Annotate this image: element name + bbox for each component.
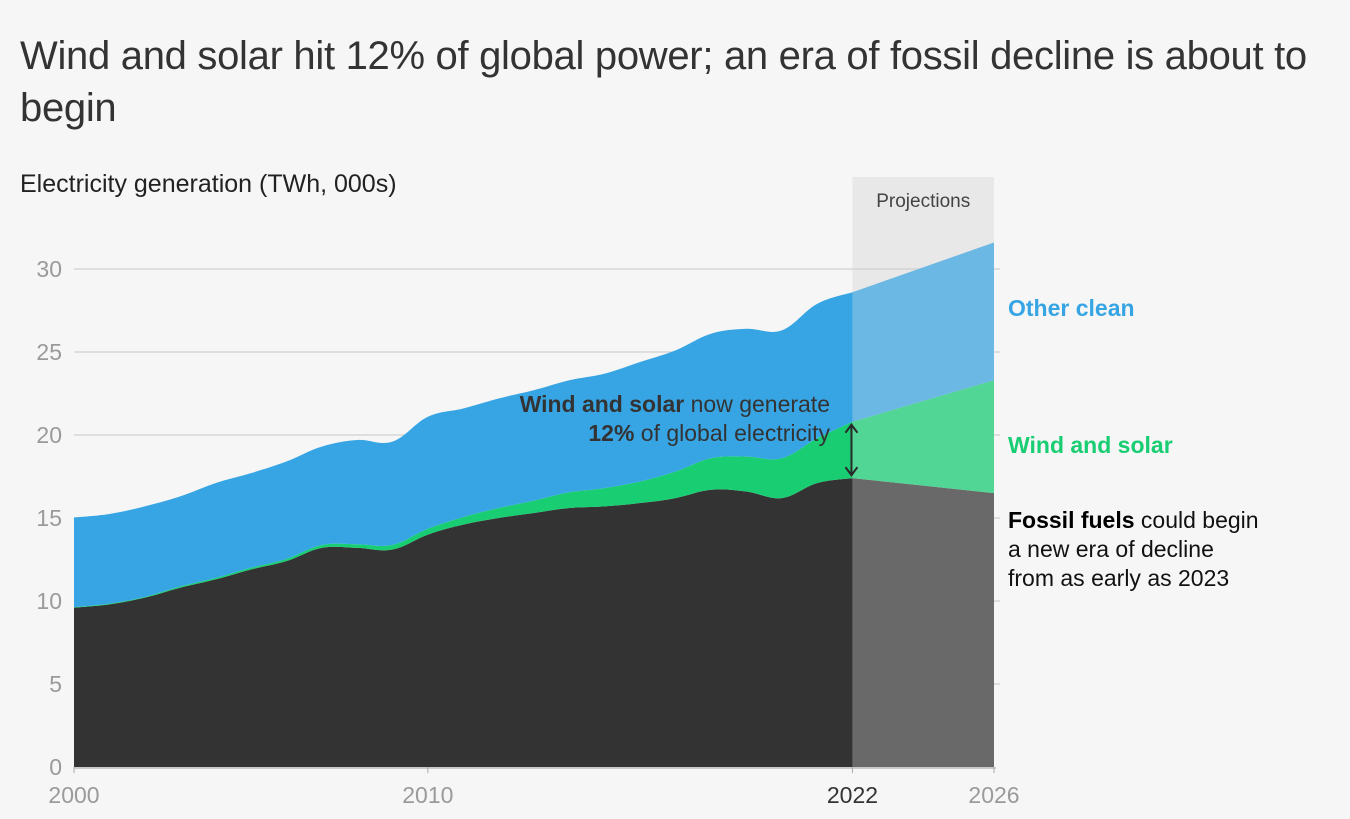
- y-tick-label: 20: [36, 422, 62, 448]
- y-tick-label: 10: [36, 588, 62, 614]
- wind-solar-share-annotation: Wind and solar now generate 12% of globa…: [520, 390, 830, 448]
- x-tick-label: 2000: [48, 782, 99, 808]
- y-tick-label: 5: [49, 671, 62, 697]
- projection-wind-and-solar: [852, 380, 994, 494]
- y-axis: 0 5 10 15 20 25 30: [36, 256, 62, 780]
- fossil-fuels-note: Fossil fuels could begin a new era of de…: [1008, 506, 1259, 593]
- area-other-clean: [74, 292, 853, 608]
- legend-fossil-fuels: Fossil fuels: [1008, 507, 1135, 533]
- area-fossil-fuels: [74, 478, 853, 767]
- x-tick-label: 2022: [827, 782, 878, 808]
- x-axis: 2000 2010 2022 2026: [48, 767, 1020, 808]
- annotation-text: of global electricity: [634, 420, 830, 446]
- x-tick-label: 2010: [402, 782, 453, 808]
- y-tick-label: 30: [36, 256, 62, 282]
- arrow-head-up: [844, 423, 859, 434]
- y-axis-label: Electricity generation (TWh, 000s): [20, 170, 397, 198]
- legend-other-clean: Other clean: [1008, 295, 1135, 321]
- arrow-head-down: [844, 466, 859, 477]
- y-tick-label: 15: [36, 505, 62, 531]
- y-tick-label: 25: [36, 339, 62, 365]
- annotation-bold-percent: 12%: [588, 420, 635, 446]
- series-areas: [74, 242, 994, 767]
- legend-wind-solar: Wind and solar: [1008, 432, 1173, 458]
- fossil-note-text: from as early as 2023: [1008, 565, 1230, 591]
- share-arrow: [844, 423, 859, 477]
- chart-title: Wind and solar hit 12% of global power; …: [20, 34, 1307, 130]
- annotation-bold-wind-solar: Wind and solar: [519, 391, 685, 417]
- fossil-note-text: could begin: [1134, 507, 1259, 533]
- projection-fossil-fuels: [852, 478, 994, 767]
- projections-label: Projections: [876, 191, 970, 212]
- annotation-text: now generate: [684, 391, 830, 417]
- x-tick-label: 2026: [968, 782, 1019, 808]
- fossil-note-text: a new era of decline: [1008, 536, 1214, 562]
- projection-other-clean: [852, 242, 994, 422]
- y-tick-label: 0: [49, 754, 62, 780]
